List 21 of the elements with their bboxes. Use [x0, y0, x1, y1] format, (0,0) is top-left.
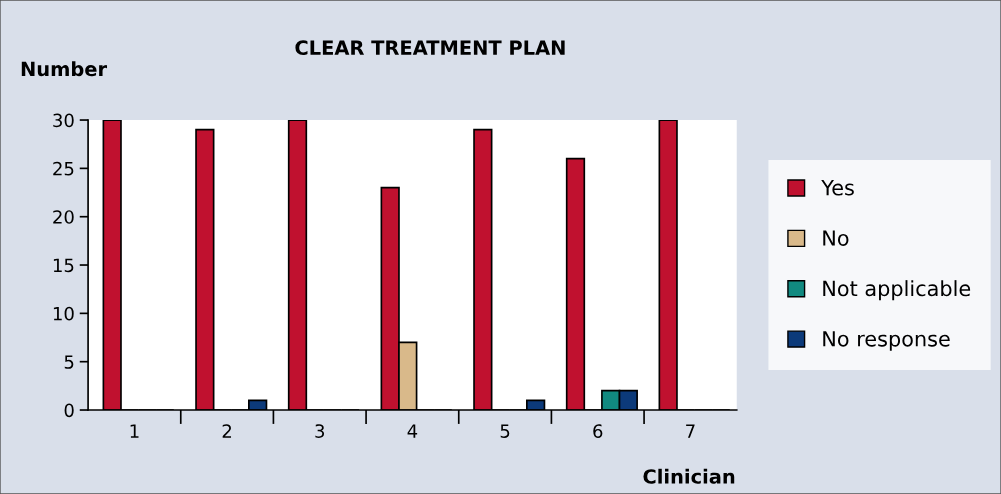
y-tick-label: 10: [53, 306, 74, 321]
legend-label: No: [823, 230, 849, 246]
y-tick-label: 5: [64, 355, 74, 369]
x-tick-label: 5: [500, 424, 510, 438]
legend-label: No response: [823, 331, 950, 351]
y-tick-label: 15: [53, 258, 74, 273]
x-tick-label: 2: [222, 424, 232, 438]
legend-label: Not applicable: [823, 280, 971, 301]
y-tick-label: 30: [53, 113, 74, 128]
y-tick-label: 0: [64, 403, 74, 418]
y-tick-label: 20: [53, 210, 74, 224]
x-tick-label: 1: [130, 424, 139, 438]
y-tick-label: 25: [53, 161, 74, 176]
chart-title: CLEAR TREATMENT PLAN: [295, 40, 565, 56]
x-tick-label: 4: [407, 424, 418, 438]
y-axis-title: Number: [21, 61, 108, 77]
x-tick-label: 6: [593, 424, 603, 438]
x-tick-label: 3: [315, 424, 325, 438]
legend-label: Yes: [821, 180, 854, 196]
x-axis-title: Clinician: [643, 468, 735, 484]
x-tick-label: 7: [686, 424, 695, 438]
